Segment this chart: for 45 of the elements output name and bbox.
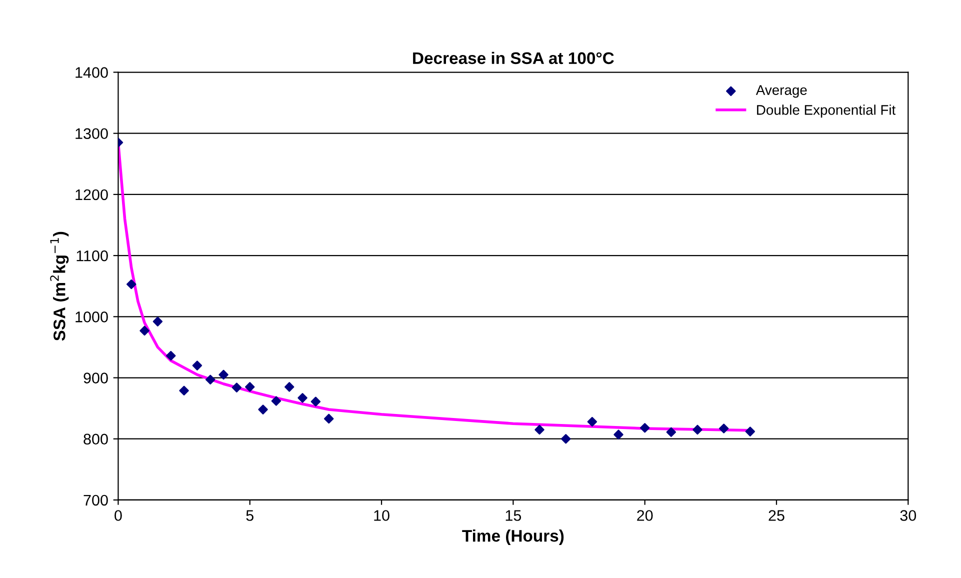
y-tick-label: 1200	[76, 189, 108, 200]
legend-label: Average	[756, 85, 807, 98]
point	[534, 424, 544, 435]
point	[587, 416, 598, 427]
point	[140, 326, 150, 336]
point	[206, 374, 216, 384]
legend-label: Double Exponential Fit	[757, 104, 896, 118]
x-axis-title: Time (Hours)	[462, 529, 564, 546]
point	[745, 426, 756, 436]
y-tick-label: 900	[84, 372, 108, 384]
x-tick-label: 20	[637, 510, 653, 521]
point	[284, 382, 294, 392]
y-axis-title: SSA (m$^{2}$kg$^{−1}$)	[50, 232, 69, 341]
point	[298, 393, 308, 403]
point	[192, 360, 202, 370]
point	[245, 382, 255, 392]
y-tick-label: 700	[84, 494, 108, 506]
y-tick-label: 800	[84, 434, 108, 445]
x-tick-label: 15	[506, 510, 522, 521]
x-tick-label: 0	[114, 510, 122, 521]
point	[666, 427, 676, 438]
x-tick-label: 5	[246, 510, 254, 521]
point	[614, 430, 624, 440]
x-tick-label: 25	[768, 510, 784, 521]
y-tick-label: 1400	[76, 67, 108, 78]
point	[718, 424, 729, 434]
point	[152, 316, 163, 326]
point	[640, 423, 650, 433]
point	[271, 396, 282, 406]
point	[324, 414, 334, 424]
y-tick-label: 1300	[76, 128, 108, 140]
point	[560, 434, 571, 444]
point	[126, 279, 136, 290]
chart-title: Decrease in SSA at 100°C	[413, 52, 614, 64]
y-tick-label: 1000	[76, 312, 108, 322]
x-tick-label: 10	[374, 510, 390, 521]
point	[166, 350, 176, 361]
y-tick-label: 1100	[76, 250, 108, 262]
point	[310, 396, 321, 406]
point	[692, 424, 702, 435]
point	[232, 382, 242, 392]
point	[179, 386, 189, 396]
point	[258, 404, 268, 414]
x-tick-label: 30	[900, 510, 916, 521]
point	[218, 370, 228, 380]
